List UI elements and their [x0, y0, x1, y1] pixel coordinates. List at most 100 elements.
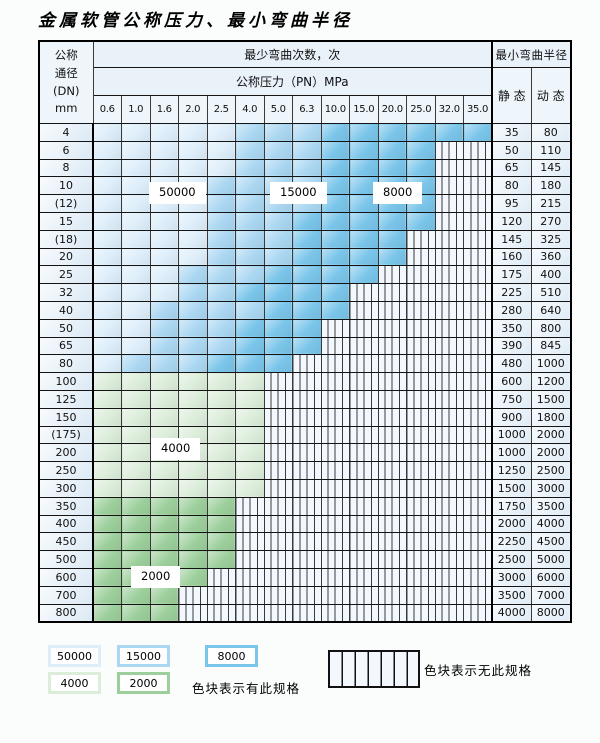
spec-cell-z8 [235, 354, 265, 374]
table-row: (18) 145 325 [38, 229, 572, 249]
dynamic-value-cell: 6000 [530, 567, 572, 587]
pressure-value-header: 1.0 [121, 95, 151, 124]
no-spec-cell [434, 354, 464, 374]
no-spec-cell [377, 265, 407, 285]
spec-cell-z8 [292, 318, 322, 338]
spec-cell-z50 [92, 300, 122, 320]
static-value-cell: 750 [491, 389, 532, 409]
spec-cell-z50 [178, 247, 208, 267]
no-spec-cell [320, 603, 350, 623]
no-spec-cell [235, 567, 265, 587]
no-spec-cell [235, 603, 265, 623]
no-spec-cell [434, 247, 464, 267]
static-value-cell: 120 [491, 211, 532, 231]
spec-cell-z2 [178, 550, 208, 569]
no-spec-cell [463, 354, 493, 374]
spec-cell-z15 [206, 300, 236, 320]
pressure-value-header: 32.0 [434, 95, 464, 124]
spec-cell-z15 [149, 354, 179, 374]
spec-cell-z15 [235, 123, 265, 142]
spec-cell-z50 [121, 158, 151, 178]
spec-cell-z2 [121, 550, 151, 569]
no-spec-cell [292, 532, 322, 552]
spec-cell-z2 [206, 532, 236, 552]
legend-swatch-label: 50000 [51, 648, 98, 664]
spec-cell-z15 [206, 211, 236, 231]
table-row: 125 750 1500 [38, 389, 572, 409]
table-row: 32 225 510 [38, 283, 572, 302]
dn-label-cell: 700 [38, 585, 94, 605]
spec-cell-z50 [149, 158, 179, 178]
no-spec-cell [406, 318, 436, 338]
no-spec-cell [434, 318, 464, 338]
table-row: 800 4000 8000 [38, 603, 572, 623]
zone-label-4000: 4000 [152, 439, 200, 459]
spec-cell-z50 [92, 354, 122, 374]
legend-no-spec-swatch [328, 650, 420, 688]
spec-cell-z2 [206, 496, 236, 516]
no-spec-cell [377, 336, 407, 356]
spec-cell-z15 [263, 158, 293, 178]
spec-cell-z2 [206, 514, 236, 534]
spec-cell-z8 [349, 247, 379, 267]
no-spec-cell [406, 567, 436, 587]
no-spec-cell [406, 265, 436, 285]
spec-cell-z15 [235, 176, 265, 196]
no-spec-cell [463, 567, 493, 587]
spec-cell-z8 [406, 123, 436, 142]
dynamic-value-cell: 215 [530, 194, 572, 213]
spec-cell-z4 [92, 407, 122, 427]
legend-swatch-label: 4000 [51, 675, 98, 691]
static-value-cell: 1750 [491, 496, 532, 516]
no-spec-cell [377, 461, 407, 480]
no-spec-cell [292, 372, 322, 391]
no-spec-cell [406, 461, 436, 480]
no-spec-cell [434, 478, 464, 498]
spec-cell-z4 [235, 461, 265, 480]
dynamic-value-cell: 270 [530, 211, 572, 231]
dynamic-value-cell: 510 [530, 283, 572, 302]
no-spec-cell [292, 496, 322, 516]
spec-cell-z8 [377, 140, 407, 160]
pressure-value-header: 6.3 [292, 95, 322, 124]
spec-cell-z50 [92, 140, 122, 160]
spec-cell-z2 [121, 514, 151, 534]
spec-cell-z50 [92, 211, 122, 231]
no-spec-cell [406, 532, 436, 552]
spec-cell-z8 [349, 194, 379, 213]
spec-cell-z50 [149, 140, 179, 160]
spec-cell-z4 [121, 425, 151, 445]
no-spec-cell [320, 354, 350, 374]
no-spec-cell [434, 585, 464, 605]
no-spec-cell [349, 567, 379, 587]
no-spec-cell [377, 550, 407, 569]
static-value-cell: 3000 [491, 567, 532, 587]
no-spec-cell [434, 265, 464, 285]
dn-label-cell: 8 [38, 158, 94, 178]
no-spec-cell [434, 461, 464, 480]
no-spec-cell [320, 407, 350, 427]
static-value-cell: 1000 [491, 443, 532, 463]
dynamic-value-cell: 845 [530, 336, 572, 356]
no-spec-cell [320, 443, 350, 463]
spec-cell-z4 [121, 478, 151, 498]
spec-cell-z8 [320, 211, 350, 231]
no-spec-cell [320, 532, 350, 552]
spec-cell-z8 [434, 123, 464, 142]
no-spec-cell [263, 425, 293, 445]
table-row: 600 3000 6000 [38, 567, 572, 587]
spec-cell-z2 [121, 496, 151, 516]
no-spec-cell [349, 425, 379, 445]
no-spec-cell [406, 425, 436, 445]
static-value-cell: 600 [491, 372, 532, 391]
spec-cell-z50 [92, 158, 122, 178]
no-spec-cell [320, 318, 350, 338]
no-spec-cell [377, 496, 407, 516]
dn-label-cell: 65 [38, 336, 94, 356]
spec-cell-z15 [263, 247, 293, 267]
dynamic-value-cell: 7000 [530, 585, 572, 605]
dynamic-value-cell: 80 [530, 123, 572, 142]
table-row: 25 175 400 [38, 265, 572, 285]
pressure-value-header: 25.0 [406, 95, 436, 124]
dynamic-value-cell: 1500 [530, 389, 572, 409]
